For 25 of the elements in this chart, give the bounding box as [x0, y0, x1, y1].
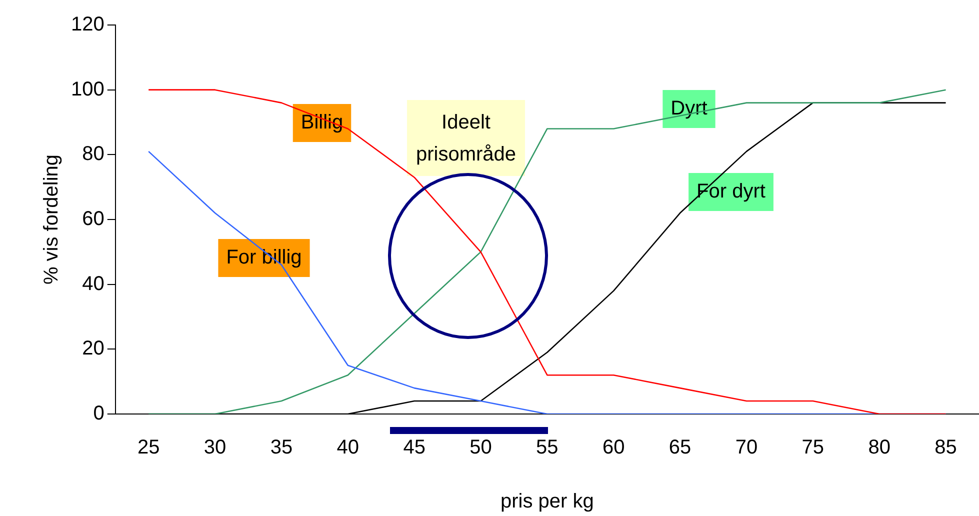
x-tick-label: 40 [336, 436, 360, 459]
x-tick-label: 80 [868, 436, 890, 459]
y-tick-label: 0 [93, 402, 104, 425]
annotation: Ideelt prisområde [416, 112, 516, 166]
x-axis-title: pris per kg [500, 490, 594, 513]
y-tick-label: 60 [82, 208, 104, 230]
series-label: Dyrt [670, 98, 708, 120]
x-tick-label: 70 [735, 436, 758, 459]
y-tick-label: 80 [82, 143, 104, 166]
x-tick-label: 65 [668, 436, 692, 459]
series-label: Billig [300, 112, 344, 134]
x-tick-label: 55 [536, 436, 558, 459]
x-tick-label: 50 [470, 436, 492, 459]
y-tick-label: 20 [82, 338, 104, 360]
x-tick-label: 60 [602, 436, 625, 459]
x-tick-label: 30 [204, 436, 226, 459]
x-tick-label: 85 [934, 436, 957, 459]
y-tick-label: 100 [70, 78, 104, 100]
x-tick-label: 45 [403, 436, 426, 459]
y-axis-title: % vis fordeling [40, 154, 63, 285]
x-tick-label: 35 [270, 436, 293, 459]
x-tick-label: 75 [802, 436, 824, 459]
x-tick-label: 25 [137, 436, 160, 459]
y-tick-label: 120 [70, 14, 104, 36]
y-tick-label: 40 [82, 272, 104, 295]
